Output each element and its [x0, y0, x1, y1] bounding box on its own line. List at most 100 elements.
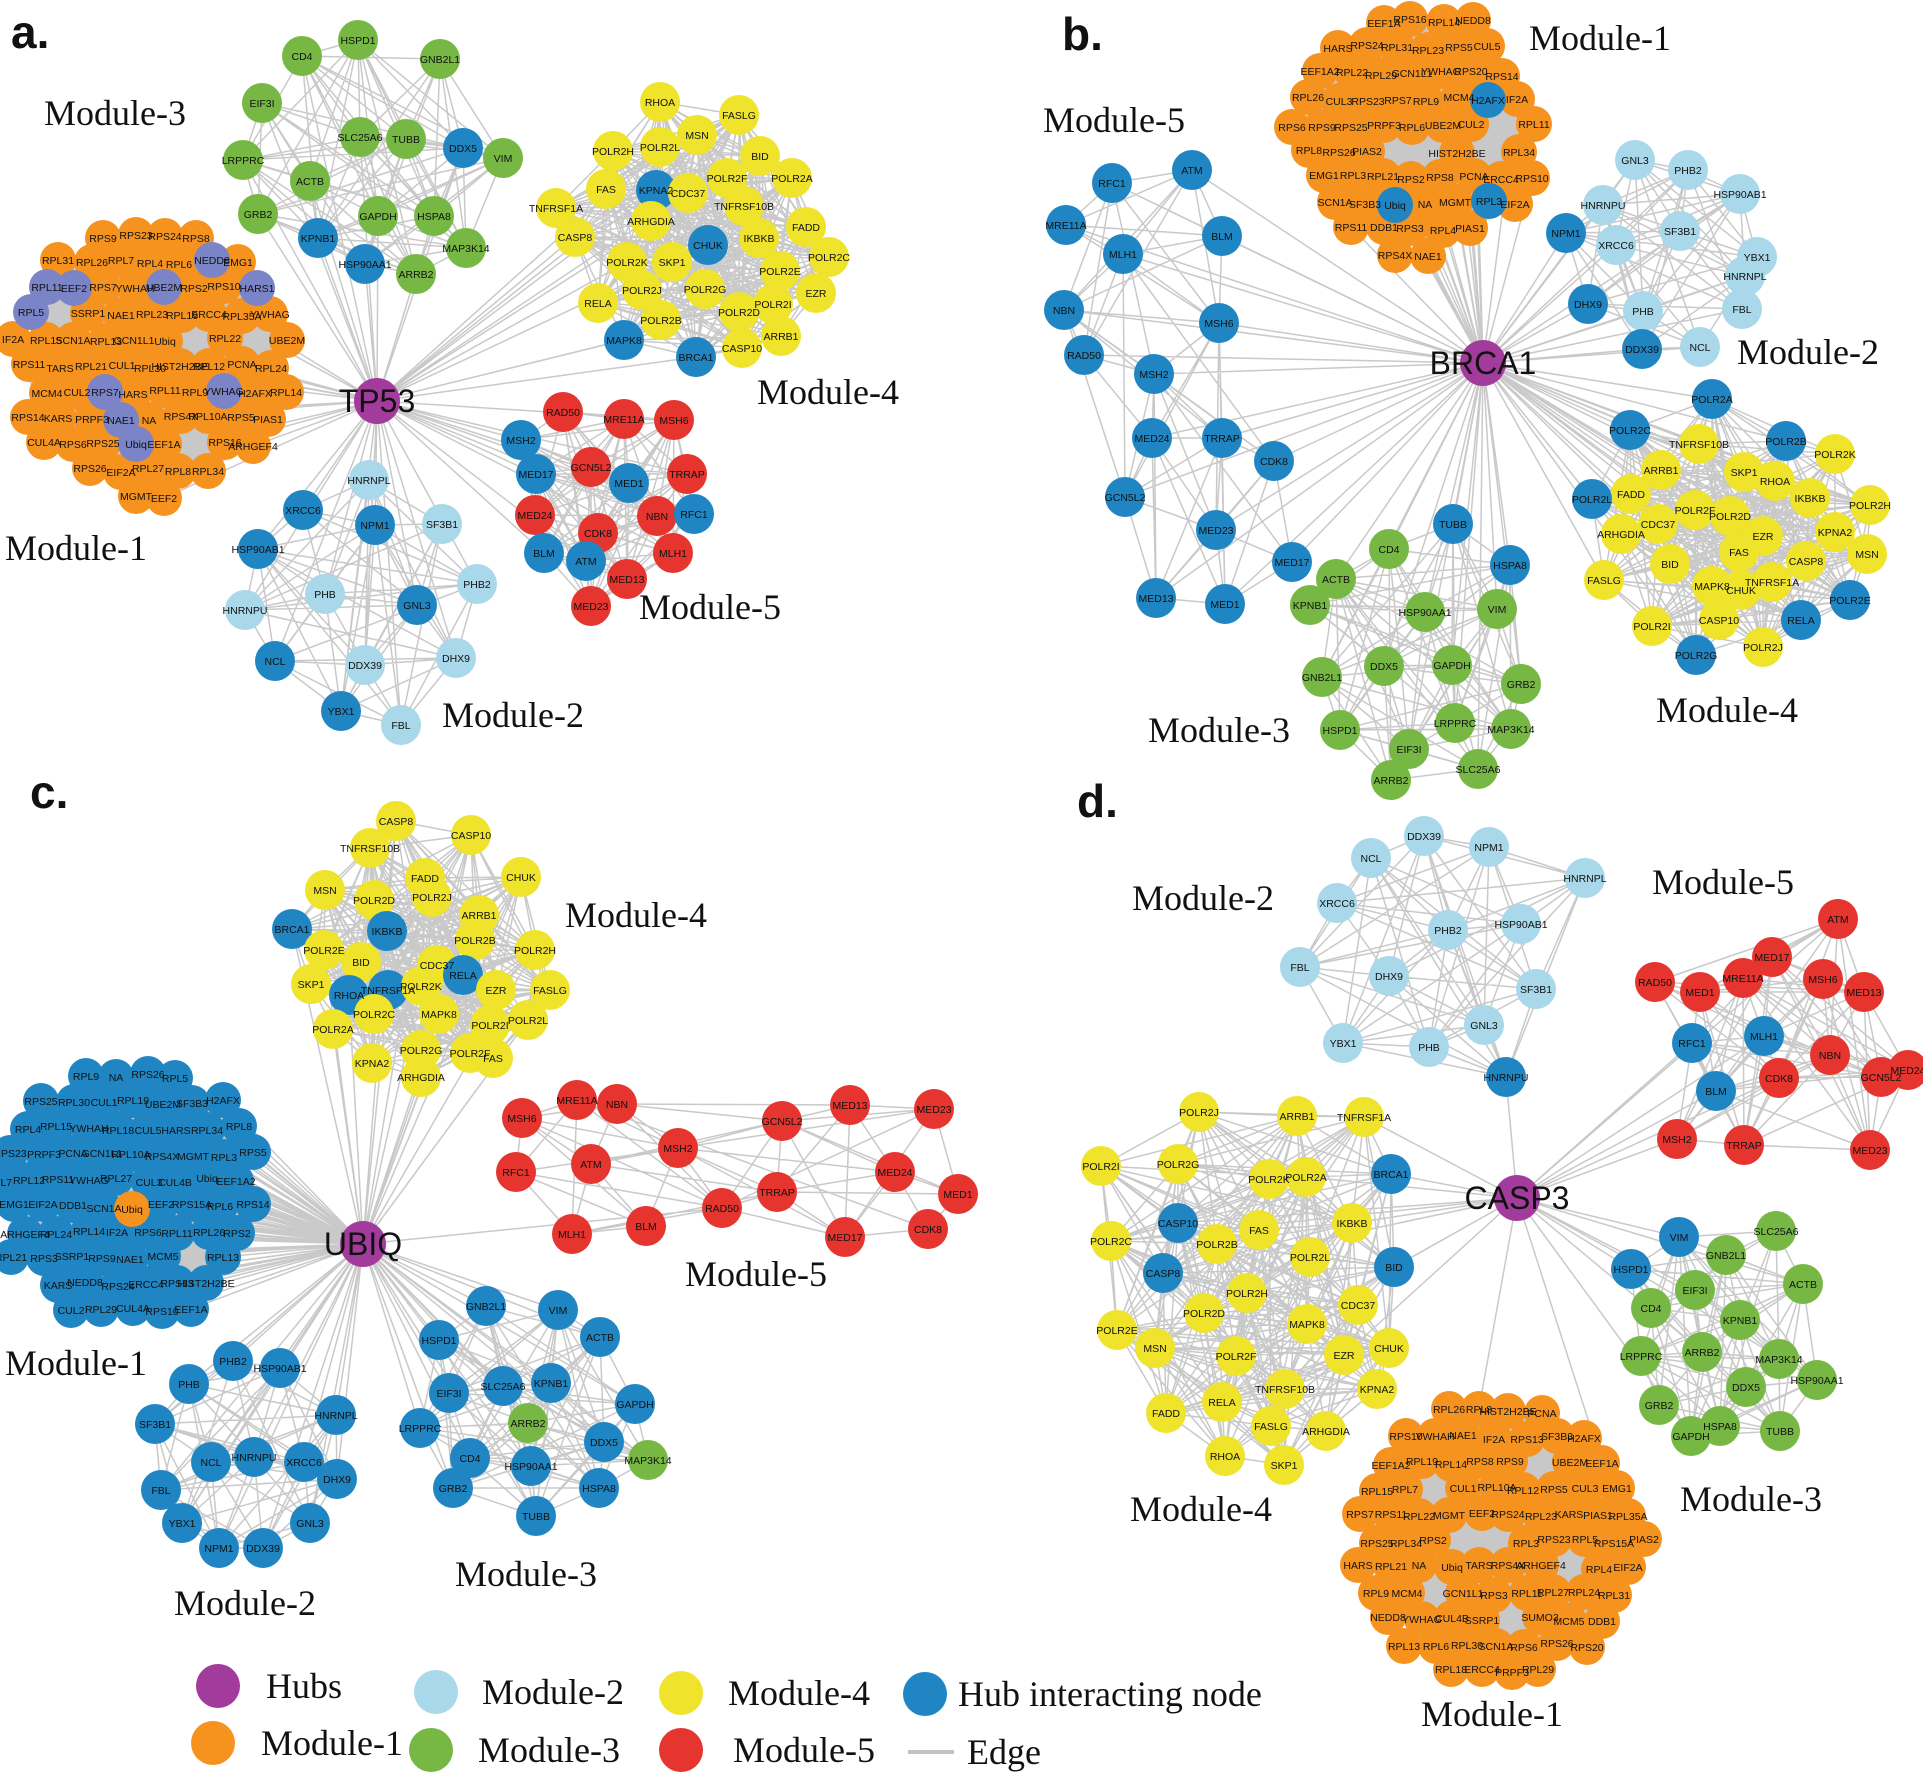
- svg-text:HNRNPL: HNRNPL: [347, 475, 390, 487]
- svg-text:POLR2B: POLR2B: [640, 315, 681, 327]
- svg-text:TRRAP: TRRAP: [1204, 433, 1240, 445]
- svg-text:YBX1: YBX1: [1744, 252, 1771, 264]
- svg-text:MED13: MED13: [832, 1100, 867, 1112]
- svg-text:DDX5: DDX5: [1732, 1382, 1760, 1394]
- svg-text:RPL34: RPL34: [1503, 147, 1535, 159]
- svg-text:MCM5: MCM5: [148, 1251, 179, 1263]
- svg-text:RPS10: RPS10: [1515, 173, 1548, 185]
- svg-text:RPS11: RPS11: [1335, 222, 1368, 234]
- svg-text:POLR2F: POLR2F: [1216, 1351, 1257, 1363]
- svg-text:KPNB1: KPNB1: [301, 233, 336, 245]
- svg-text:MCM4: MCM4: [1392, 1588, 1423, 1600]
- svg-text:MAPK8: MAPK8: [421, 1009, 457, 1021]
- svg-text:Module-2: Module-2: [1737, 332, 1879, 372]
- svg-text:POLR2E: POLR2E: [1096, 1325, 1137, 1337]
- svg-text:POLR2K: POLR2K: [400, 981, 441, 993]
- svg-text:ERCC4: ERCC4: [191, 309, 227, 321]
- svg-text:IF2A: IF2A: [106, 1227, 128, 1239]
- svg-text:RPL19: RPL19: [1406, 1456, 1438, 1468]
- svg-text:CUL4B: CUL4B: [1435, 1613, 1469, 1625]
- svg-text:KPNA2: KPNA2: [355, 1058, 390, 1070]
- svg-text:H2AFX: H2AFX: [206, 1095, 240, 1107]
- svg-text:RPS7: RPS7: [1384, 95, 1412, 107]
- svg-text:EZR: EZR: [1753, 531, 1774, 543]
- svg-text:MED24: MED24: [1890, 1065, 1923, 1077]
- svg-text:EMG1: EMG1: [0, 1199, 29, 1211]
- svg-text:NCL: NCL: [1360, 853, 1381, 865]
- svg-text:ARHGDIA: ARHGDIA: [397, 1072, 445, 1084]
- svg-text:TP53: TP53: [339, 383, 415, 419]
- svg-text:NAE1: NAE1: [107, 415, 135, 427]
- svg-text:PIAS2: PIAS2: [1629, 1534, 1659, 1546]
- svg-text:HSPA8: HSPA8: [582, 1483, 616, 1495]
- svg-text:POLR2J: POLR2J: [1743, 642, 1783, 654]
- svg-text:DHX9: DHX9: [1574, 299, 1602, 311]
- svg-text:H2AFX: H2AFX: [238, 388, 272, 400]
- svg-text:SCN1A: SCN1A: [55, 335, 90, 347]
- svg-text:MSH2: MSH2: [1662, 1134, 1691, 1146]
- svg-text:RPL14: RPL14: [1428, 17, 1460, 29]
- svg-text:PIAS1: PIAS1: [1455, 223, 1485, 235]
- svg-text:POLR2A: POLR2A: [1285, 1172, 1326, 1184]
- svg-text:RPL19: RPL19: [166, 310, 198, 322]
- svg-text:RPL4: RPL4: [137, 258, 163, 270]
- svg-text:POLR2H: POLR2H: [1849, 500, 1891, 512]
- svg-text:TUBB: TUBB: [1439, 519, 1467, 531]
- svg-text:RPL12: RPL12: [1507, 1485, 1539, 1497]
- svg-text:MED1: MED1: [614, 478, 643, 490]
- svg-text:YBX1: YBX1: [328, 706, 355, 718]
- svg-text:HSPA8: HSPA8: [1703, 1421, 1737, 1433]
- svg-text:TUBB: TUBB: [522, 1511, 550, 1523]
- svg-text:POLR2I: POLR2I: [754, 299, 791, 311]
- svg-text:DDX39: DDX39: [1407, 831, 1441, 843]
- svg-text:a.: a.: [11, 6, 49, 58]
- svg-text:GNB2L1: GNB2L1: [1706, 1250, 1746, 1262]
- svg-text:RPS24: RPS24: [1350, 40, 1383, 52]
- svg-text:POLR2K: POLR2K: [1248, 1174, 1289, 1186]
- svg-text:RPL31: RPL31: [1381, 42, 1413, 54]
- svg-text:ACTB: ACTB: [586, 1332, 614, 1344]
- svg-text:Module-5: Module-5: [1652, 862, 1794, 902]
- svg-text:PCNA: PCNA: [1527, 1408, 1556, 1420]
- svg-text:GCN1L1: GCN1L1: [1392, 68, 1433, 80]
- svg-text:NCL: NCL: [264, 656, 285, 668]
- svg-text:RPL15: RPL15: [40, 1121, 72, 1133]
- svg-text:EEF2: EEF2: [1469, 1508, 1495, 1520]
- svg-text:EEF2: EEF2: [148, 1199, 174, 1211]
- svg-text:HNRNPL: HNRNPL: [1723, 271, 1766, 283]
- svg-text:RPS26: RPS26: [131, 1069, 164, 1081]
- svg-text:NEDD8: NEDD8: [194, 255, 230, 267]
- svg-text:Module-4: Module-4: [757, 372, 899, 412]
- svg-text:H2AFX: H2AFX: [1471, 95, 1505, 107]
- svg-text:RPS3: RPS3: [1480, 1590, 1508, 1602]
- svg-text:ACTB: ACTB: [296, 176, 324, 188]
- svg-text:Ubiq: Ubiq: [121, 1204, 143, 1216]
- svg-text:DDB1: DDB1: [1588, 1616, 1616, 1628]
- svg-text:PRPF3: PRPF3: [27, 1149, 61, 1161]
- svg-text:MED23: MED23: [916, 1104, 951, 1116]
- svg-text:RPL19: RPL19: [117, 1095, 149, 1107]
- svg-text:PCNA: PCNA: [227, 359, 256, 371]
- svg-text:GCN1L1: GCN1L1: [82, 1148, 123, 1160]
- svg-text:NBN: NBN: [606, 1099, 628, 1111]
- svg-text:POLR2F: POLR2F: [450, 1048, 491, 1060]
- svg-text:RPL34: RPL34: [191, 1125, 223, 1137]
- svg-text:RPL21: RPL21: [1375, 1561, 1407, 1573]
- svg-text:IKBKB: IKBKB: [1337, 1218, 1368, 1230]
- svg-text:EMG1: EMG1: [1309, 170, 1339, 182]
- svg-text:RHOA: RHOA: [1760, 476, 1790, 488]
- svg-text:RPL8: RPL8: [1296, 145, 1322, 157]
- svg-text:RPL29: RPL29: [1365, 70, 1397, 82]
- svg-text:IKBKB: IKBKB: [1795, 493, 1826, 505]
- svg-text:Module-2: Module-2: [442, 695, 584, 735]
- svg-text:HSPD1: HSPD1: [421, 1335, 456, 1347]
- svg-text:ARHGEF4: ARHGEF4: [0, 1229, 50, 1241]
- svg-text:FBL: FBL: [391, 720, 410, 732]
- svg-text:RPL11: RPL11: [149, 385, 180, 397]
- svg-text:NA: NA: [109, 1072, 124, 1084]
- svg-text:MRE11A: MRE11A: [1722, 973, 1763, 985]
- svg-text:Module-3: Module-3: [1148, 710, 1290, 750]
- svg-text:MED13: MED13: [1138, 593, 1173, 605]
- svg-text:GRB2: GRB2: [1645, 1400, 1674, 1412]
- svg-text:MSH6: MSH6: [1808, 974, 1837, 986]
